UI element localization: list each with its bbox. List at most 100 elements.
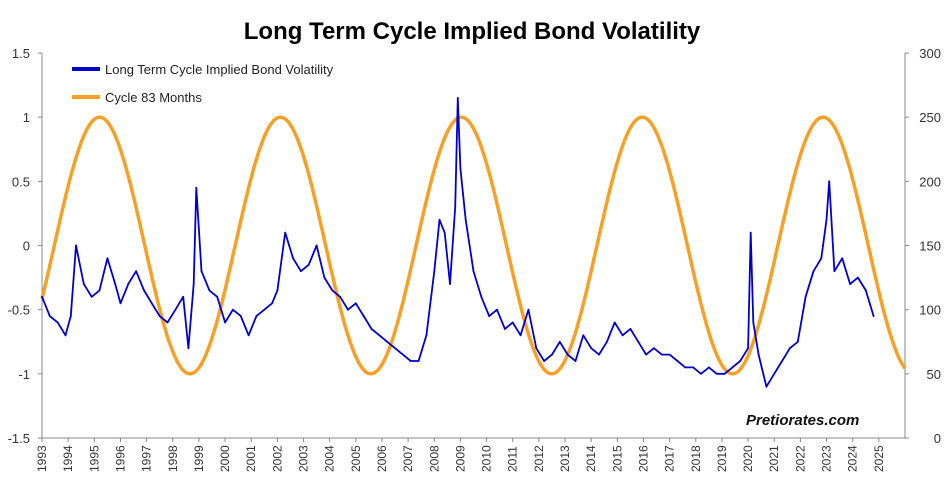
x-tick-label: 2011 bbox=[506, 446, 520, 472]
volatility-point bbox=[613, 321, 616, 324]
x-tick-label: 2012 bbox=[532, 445, 546, 472]
volatility-point bbox=[590, 347, 593, 350]
volatility-point bbox=[98, 289, 101, 292]
y-left-tick-label: 0.5 bbox=[12, 174, 30, 189]
y-right-tick-label: 200 bbox=[919, 174, 941, 189]
volatility-point bbox=[812, 270, 815, 273]
volatility-point bbox=[828, 180, 831, 183]
volatility-point bbox=[362, 315, 365, 317]
volatility-point bbox=[804, 295, 807, 298]
legend: Long Term Cycle Implied Bond Volatility … bbox=[72, 62, 334, 105]
x-tick-label: 2007 bbox=[401, 445, 415, 472]
volatility-point bbox=[723, 372, 726, 375]
volatility-point bbox=[182, 295, 185, 298]
volatility-point bbox=[676, 360, 679, 362]
x-tick-label: 1998 bbox=[166, 445, 180, 472]
y-left-tick-label: 1.5 bbox=[12, 46, 30, 61]
volatility-point bbox=[443, 231, 446, 234]
x-tick-label: 2009 bbox=[453, 445, 467, 472]
volatility-point bbox=[402, 353, 404, 356]
volatility-point bbox=[386, 340, 389, 343]
x-tick-label: 2005 bbox=[349, 445, 363, 472]
volatility-point bbox=[566, 353, 569, 356]
volatility-point bbox=[438, 218, 441, 221]
y-left-tick-label: -0.5 bbox=[8, 303, 30, 318]
y-right-tick-label: 0 bbox=[934, 431, 941, 446]
volatility-point bbox=[558, 340, 561, 343]
volatility-point bbox=[519, 334, 522, 337]
legend-label-volatility: Long Term Cycle Implied Bond Volatility bbox=[105, 62, 334, 77]
volatility-point bbox=[527, 308, 530, 311]
volatility-point bbox=[668, 353, 671, 356]
volatility-point bbox=[292, 257, 294, 260]
volatility-point bbox=[417, 360, 420, 362]
volatility-point bbox=[749, 231, 752, 234]
volatility-point bbox=[872, 315, 875, 317]
volatility-point bbox=[174, 308, 177, 311]
x-tick-label: 2016 bbox=[636, 445, 650, 472]
volatility-point bbox=[449, 283, 451, 285]
volatility-point bbox=[158, 315, 161, 317]
volatility-point bbox=[216, 295, 219, 298]
volatility-point bbox=[409, 360, 412, 362]
volatility-point bbox=[239, 315, 242, 317]
volatility-point bbox=[472, 270, 475, 273]
volatility-point bbox=[192, 283, 195, 285]
volatility-point bbox=[41, 295, 43, 298]
volatility-point bbox=[708, 366, 710, 369]
x-tick-label: 1996 bbox=[113, 445, 127, 472]
volatility-point bbox=[747, 347, 749, 350]
volatility-point bbox=[752, 321, 755, 324]
volatility-point bbox=[284, 231, 287, 234]
volatility-point bbox=[825, 218, 828, 221]
volatility-point bbox=[315, 244, 318, 247]
volatility-point bbox=[629, 328, 632, 330]
volatility-point bbox=[232, 308, 234, 311]
volatility-point bbox=[339, 295, 341, 298]
volatility-point bbox=[331, 289, 334, 292]
volatility-point bbox=[82, 283, 85, 285]
volatility-point bbox=[224, 321, 227, 324]
volatility-point bbox=[574, 360, 577, 362]
volatility-point bbox=[208, 289, 211, 292]
x-tick-label: 2003 bbox=[297, 445, 311, 472]
y-left-tick-label: -1.5 bbox=[8, 431, 30, 446]
volatility-point bbox=[551, 353, 553, 356]
volatility-point bbox=[841, 257, 844, 260]
volatility-point bbox=[187, 347, 190, 350]
y-left-tick-label: -1 bbox=[18, 367, 30, 382]
volatility-point bbox=[394, 347, 396, 350]
volatility-point bbox=[166, 321, 169, 324]
volatility-point bbox=[773, 372, 776, 375]
x-tick-label: 2018 bbox=[689, 445, 703, 472]
volatility-point bbox=[653, 347, 655, 350]
y-right-tick-label: 150 bbox=[919, 239, 941, 254]
volatility-point bbox=[849, 283, 851, 285]
y-right-tick-label: 50 bbox=[927, 367, 941, 382]
volatility-point bbox=[370, 328, 373, 330]
volatility-point bbox=[820, 257, 823, 260]
volatility-point bbox=[598, 353, 600, 356]
x-tick-label: 2024 bbox=[846, 445, 860, 472]
volatility-point bbox=[48, 315, 51, 317]
volatility-point bbox=[606, 340, 608, 343]
x-tick-label: 2004 bbox=[323, 445, 337, 472]
volatility-point bbox=[200, 270, 203, 273]
volatility-point bbox=[143, 289, 145, 292]
volatility-point bbox=[535, 347, 538, 350]
volatility-point bbox=[857, 276, 859, 279]
volatility-point bbox=[582, 334, 585, 337]
cycle-series bbox=[40, 115, 907, 376]
volatility-point bbox=[433, 270, 436, 273]
volatility-point bbox=[64, 334, 67, 337]
x-tick-label: 2000 bbox=[218, 445, 232, 472]
volatility-point bbox=[757, 353, 760, 356]
x-tick-label: 2002 bbox=[270, 445, 284, 472]
x-tick-label: 2021 bbox=[767, 445, 781, 472]
volatility-point bbox=[425, 334, 428, 337]
y-right-tick-label: 100 bbox=[919, 303, 941, 318]
x-tick-label: 2001 bbox=[244, 445, 258, 472]
x-tick-label: 2017 bbox=[663, 445, 677, 472]
volatility-point bbox=[700, 372, 702, 375]
volatility-point bbox=[456, 97, 459, 99]
